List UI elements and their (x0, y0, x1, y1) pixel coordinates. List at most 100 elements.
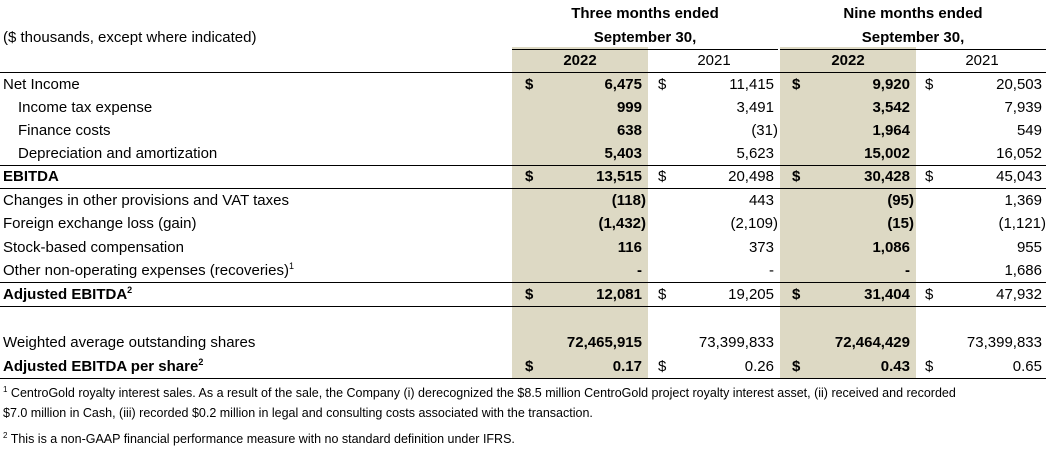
cell-q2021: 73,399,833 (698, 334, 774, 351)
currency-symbol: $ (925, 168, 934, 185)
cell-q2022: 5,403 (604, 145, 642, 162)
row-label-sbc: Stock-based compensation (3, 239, 184, 256)
cell-n2021: 20,503 (996, 76, 1042, 93)
footnote-ref-2: 2 (198, 357, 204, 367)
three-months-date: September 30, (593, 29, 697, 46)
cell-n2022: 31,404 (864, 286, 910, 303)
nine-months-date: September 30, (861, 29, 965, 46)
adjusted-ebitda-top-rule (0, 282, 1046, 283)
footnote-1-text: CentroGold royalty interest sales. As a … (7, 386, 956, 400)
cell-n2022: 0.43 (880, 358, 910, 375)
cell-n2021: (1,121) (998, 215, 1046, 232)
row-label-weighted-shares: Weighted average outstanding shares (3, 334, 256, 351)
row-label-text: Adjusted EBITDA (3, 286, 128, 303)
currency-symbol: $ (792, 168, 801, 185)
ebitda-top-rule (0, 165, 1046, 166)
cell-n2022: (15) (887, 215, 914, 232)
three-months-header: Three months ended (571, 5, 719, 22)
cell-q2021: 373 (748, 239, 774, 256)
cell-n2022: 1,964 (872, 122, 910, 139)
cell-n2021: 1,369 (1004, 192, 1042, 209)
footnote-2-text: This is a non-GAAP financial performance… (7, 432, 515, 446)
cell-n2022: 15,002 (864, 145, 910, 162)
currency-symbol: $ (658, 76, 667, 93)
cell-n2021: 16,052 (996, 145, 1042, 162)
currency-symbol: $ (658, 168, 667, 185)
adjusted-ebitda-bottom-rule (0, 306, 1046, 307)
cell-q2022: 116 (617, 239, 642, 256)
footnote-1-line-1: 1 CentroGold royalty interest sales. As … (3, 384, 956, 402)
cell-q2021: 3,491 (736, 99, 774, 116)
cell-n2022: 72,464,429 (834, 334, 910, 351)
cell-q2021: 0.26 (744, 358, 774, 375)
row-label-per-share: Adjusted EBITDA per share2 (3, 358, 203, 376)
footnote-ref-1: 1 (288, 261, 294, 271)
cell-q2021: 11,415 (729, 76, 774, 93)
cell-q2022: (1,432) (598, 215, 646, 232)
cell-n2021: 73,399,833 (966, 334, 1042, 351)
header-underline-n (780, 49, 1046, 50)
row-label-ebitda: EBITDA (3, 168, 59, 185)
currency-symbol: $ (925, 286, 934, 303)
currency-symbol: $ (925, 358, 934, 375)
cell-n2021: 955 (1016, 239, 1042, 256)
year-2021-q-header: 2021 (697, 52, 731, 69)
cell-n2022: 3,542 (872, 99, 910, 116)
row-label-other-non-operating: Other non-operating expenses (recoveries… (3, 262, 294, 280)
cell-q2022: 999 (616, 99, 642, 116)
year-2022-q-header: 2022 (563, 52, 597, 69)
columns-rule (0, 72, 1046, 73)
currency-symbol: $ (792, 76, 801, 93)
currency-symbol: $ (525, 168, 534, 185)
row-label-text: Adjusted EBITDA per share (3, 358, 199, 375)
cell-q2021: 443 (748, 192, 774, 209)
year-2022-n-header: 2022 (831, 52, 865, 69)
cell-n2022: (95) (887, 192, 914, 209)
highlight-q2022-column (512, 47, 648, 378)
cell-q2022: 638 (616, 122, 642, 139)
cell-q2021: 20,498 (728, 168, 774, 185)
cell-n2021: 7,939 (1004, 99, 1042, 116)
cell-n2021: 47,932 (996, 286, 1042, 303)
row-label-finance-costs: Finance costs (18, 122, 111, 139)
row-label-income-tax: Income tax expense (18, 99, 153, 116)
footnote-1-mark: 1 (3, 385, 8, 394)
cell-q2022: 13,515 (596, 168, 642, 185)
cell-n2021: 45,043 (996, 168, 1042, 185)
year-2021-n-header: 2021 (965, 52, 999, 69)
cell-q2022: (118) (611, 192, 646, 209)
cell-n2022: 1,086 (872, 239, 910, 256)
cell-n2021: 549 (1016, 122, 1042, 139)
cell-q2021: (2,109) (730, 215, 778, 232)
cell-q2022: 12,081 (596, 286, 642, 303)
footnote-2-mark: 2 (3, 431, 8, 440)
cell-q2021: 5,623 (736, 145, 774, 162)
cell-q2021: 19,205 (728, 286, 774, 303)
currency-symbol: $ (525, 286, 534, 303)
currency-symbol: $ (525, 76, 534, 93)
row-label-provisions: Changes in other provisions and VAT taxe… (3, 192, 289, 209)
row-label-fx: Foreign exchange loss (gain) (3, 215, 197, 232)
cell-q2022: 6,475 (604, 76, 642, 93)
ebitda-bottom-rule (0, 188, 1046, 189)
cell-q2022: 0.17 (612, 358, 642, 375)
per-share-bottom-rule (0, 378, 1046, 379)
currency-symbol: $ (792, 286, 801, 303)
units-label: ($ thousands, except where indicated) (3, 29, 257, 46)
cell-q2022: - (637, 262, 642, 279)
cell-n2022: - (905, 262, 910, 279)
cell-n2022: 30,428 (864, 168, 910, 185)
nine-months-header: Nine months ended (843, 5, 983, 22)
cell-n2022: 9,920 (872, 76, 910, 93)
row-label-depreciation: Depreciation and amortization (18, 145, 218, 162)
cell-n2021: 1,686 (1004, 262, 1042, 279)
row-label-net-income: Net Income (3, 76, 80, 93)
currency-symbol: $ (925, 76, 934, 93)
cell-q2021: (31) (751, 122, 778, 139)
highlight-n2022-column (780, 47, 916, 378)
header-underline-q (512, 49, 778, 50)
currency-symbol: $ (658, 286, 667, 303)
currency-symbol: $ (658, 358, 667, 375)
row-label-text: Other non-operating expenses (recoveries… (3, 262, 289, 279)
cell-q2021: - (769, 262, 774, 279)
